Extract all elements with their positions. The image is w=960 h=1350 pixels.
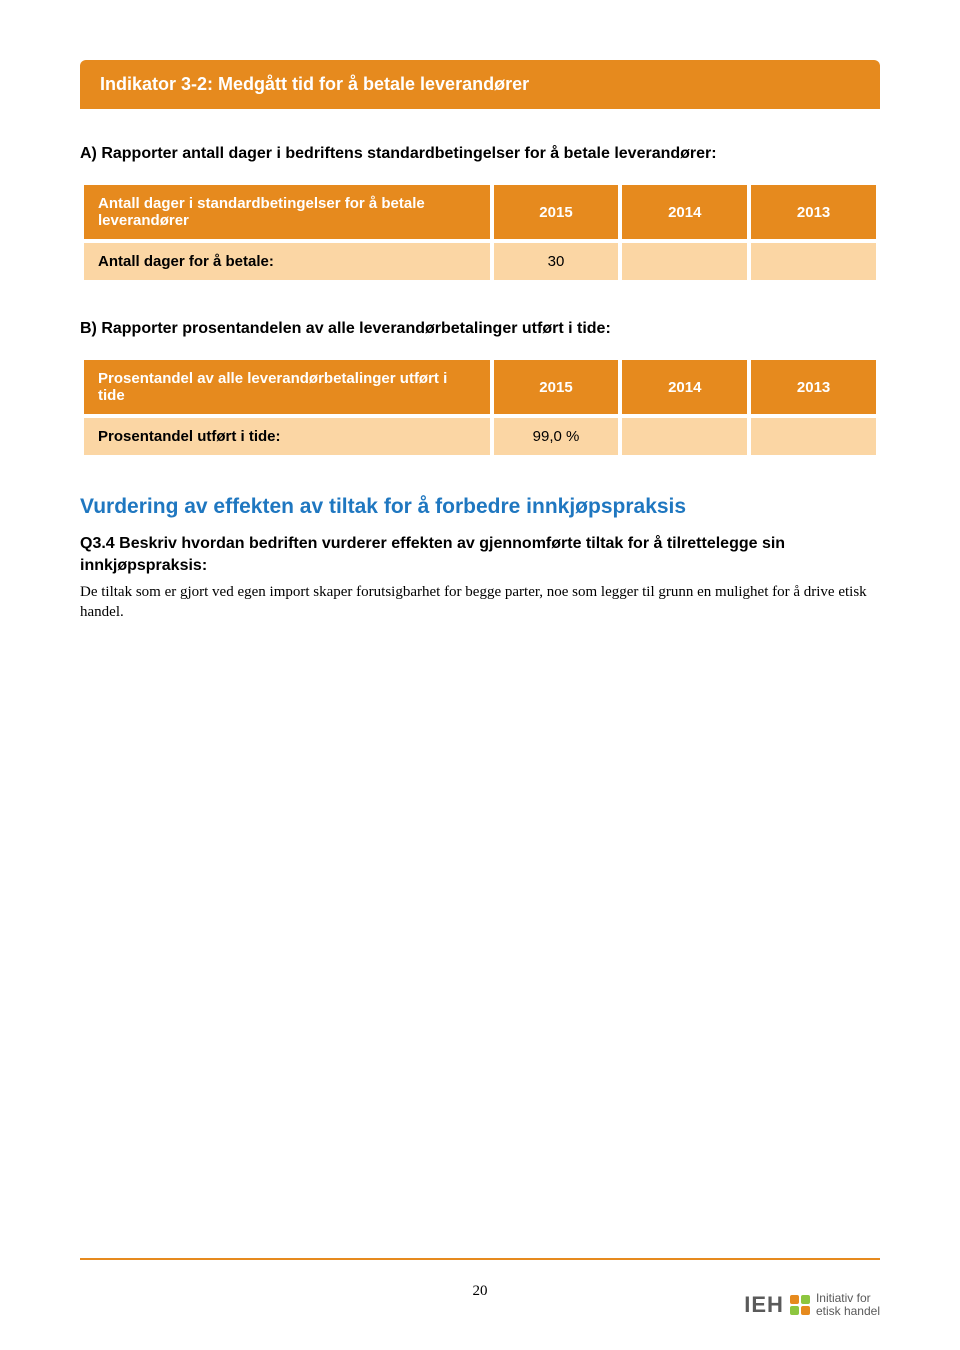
footer-logo: IEH Initiativ for etisk handel	[744, 1292, 880, 1318]
table-a-row: Antall dager for å betale: 30	[84, 243, 876, 280]
table-a-year-2: 2013	[751, 185, 876, 239]
table-a-year-1: 2014	[622, 185, 747, 239]
logo-text: IEH	[744, 1292, 784, 1318]
section-a-heading: A) Rapporter antall dager i bedriftens s…	[80, 145, 880, 163]
assessment-title: Vurdering av effekten av tiltak for å fo…	[80, 495, 880, 519]
logo-sub1: Initiativ for	[816, 1292, 880, 1305]
table-a-header-label: Antall dager i standardbetingelser for å…	[84, 185, 490, 239]
table-a-year-0: 2015	[494, 185, 619, 239]
table-a-row-label: Antall dager for å betale:	[84, 243, 490, 280]
table-a-val-1	[622, 243, 747, 280]
table-a: Antall dager i standardbetingelser for å…	[80, 181, 880, 284]
table-b-row-label: Prosentandel utført i tide:	[84, 418, 490, 455]
table-b-year-1: 2014	[622, 360, 747, 414]
table-b-header-label: Prosentandel av alle leverandørbetalinge…	[84, 360, 490, 414]
table-b-header-row: Prosentandel av alle leverandørbetalinge…	[84, 360, 876, 414]
table-b-year-0: 2015	[494, 360, 619, 414]
logo-subtitle: Initiativ for etisk handel	[816, 1292, 880, 1318]
table-a-val-0: 30	[494, 243, 619, 280]
assessment-body: De tiltak som er gjort ved egen import s…	[80, 582, 880, 623]
assessment-question: Q3.4 Beskriv hvordan bedriften vurderer …	[80, 533, 880, 576]
logo-sub2: etisk handel	[816, 1305, 880, 1318]
table-b-val-0: 99,0 %	[494, 418, 619, 455]
indicator-banner: Indikator 3-2: Medgått tid for å betale …	[80, 60, 880, 109]
table-b-val-1	[622, 418, 747, 455]
table-a-val-2	[751, 243, 876, 280]
table-a-header-row: Antall dager i standardbetingelser for å…	[84, 185, 876, 239]
table-b-year-2: 2013	[751, 360, 876, 414]
table-b-val-2	[751, 418, 876, 455]
footer-divider	[80, 1258, 880, 1260]
table-b: Prosentandel av alle leverandørbetalinge…	[80, 356, 880, 459]
logo-dots-icon	[790, 1295, 810, 1315]
table-b-row: Prosentandel utført i tide: 99,0 %	[84, 418, 876, 455]
section-b-heading: B) Rapporter prosentandelen av alle leve…	[80, 320, 880, 338]
banner-title: Indikator 3-2: Medgått tid for å betale …	[100, 74, 529, 94]
